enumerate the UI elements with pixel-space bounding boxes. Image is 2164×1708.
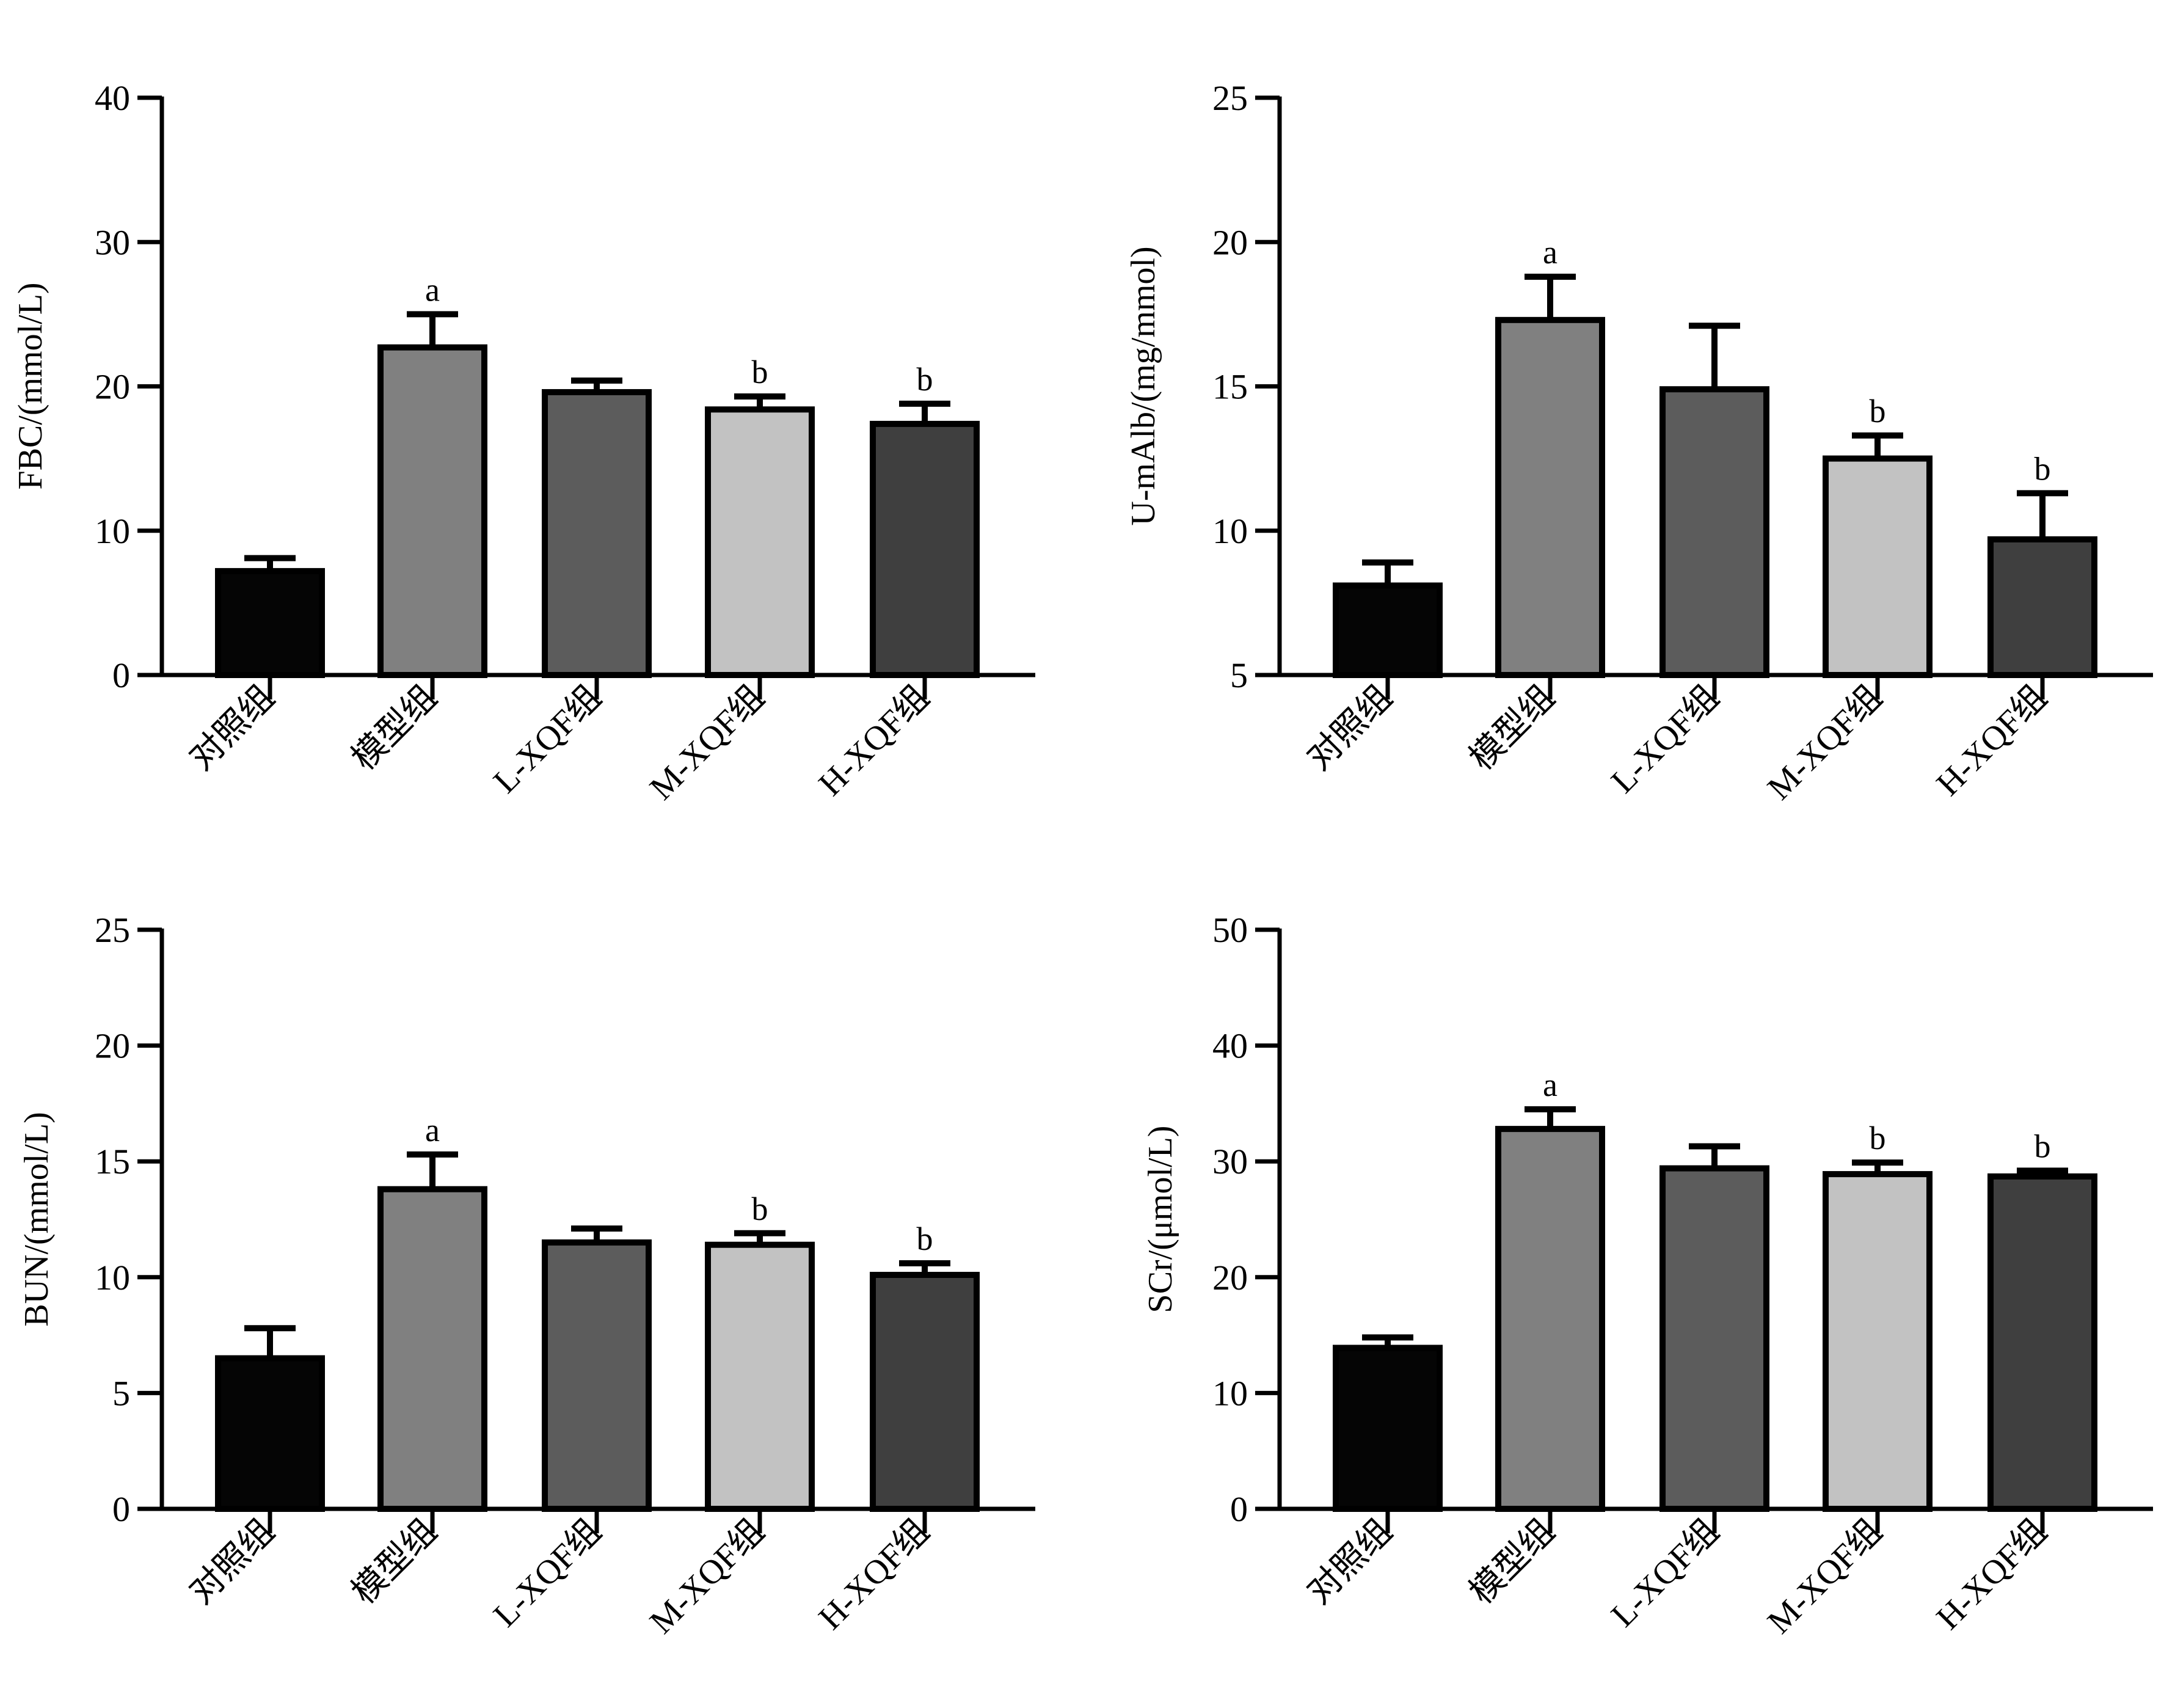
bar xyxy=(542,1239,652,1513)
significance-label: a xyxy=(425,271,440,308)
bar xyxy=(870,420,980,678)
category-label: 对照组 xyxy=(1300,1512,1400,1611)
bar xyxy=(1495,316,1605,678)
panel-scr: 0 10 20 30 40 50 SCr/(μmol/L) 对照组 a 模型组 L-XQF组 b M-X… xyxy=(1142,910,2153,1641)
significance-label: b xyxy=(1870,1120,1886,1156)
category-label: L-XQF组 xyxy=(486,678,608,800)
category-label: H-XQF组 xyxy=(1929,678,2054,803)
category-label: M-XQF组 xyxy=(1760,678,1889,807)
y-tick-label: 5 xyxy=(1230,655,1248,695)
y-axis-title: BUN/(mmol/L) xyxy=(18,1112,56,1327)
panel-fbc: 0 10 20 30 40 FBC/(mmol/L) 对照组 a 模型组 L-XQF组 b M-XQF… xyxy=(12,78,1035,807)
bar xyxy=(215,1355,325,1513)
bar xyxy=(377,344,487,678)
panel-u-malb: 5 10 15 20 25 U-mAlb/(mg/mmol) 对照组 a 模型组 L-XQF组 b M… xyxy=(1124,78,2153,807)
y-tick-label: 20 xyxy=(1212,1258,1248,1297)
y-tick-label: 0 xyxy=(112,655,130,695)
significance-label: b xyxy=(2035,1128,2051,1164)
bar xyxy=(215,568,325,679)
y-tick-label: 10 xyxy=(1212,1373,1248,1413)
bar xyxy=(1495,1126,1605,1513)
category-label: 模型组 xyxy=(1463,678,1562,778)
y-axis-title: FBC/(mmol/L) xyxy=(12,282,49,489)
y-tick-label: 30 xyxy=(95,222,130,262)
bar xyxy=(1659,1165,1769,1513)
y-tick-label: 5 xyxy=(112,1373,130,1413)
category-label: M-XQF组 xyxy=(643,678,771,807)
bar xyxy=(1987,536,2097,678)
y-tick-label: 20 xyxy=(95,367,130,407)
bar xyxy=(1823,1171,1933,1512)
category-label: 模型组 xyxy=(345,1512,445,1611)
significance-label: b xyxy=(917,361,933,398)
y-tick-label: 0 xyxy=(112,1489,130,1529)
significance-label: a xyxy=(1543,1067,1557,1103)
bar xyxy=(1333,582,1443,679)
y-tick-label: 40 xyxy=(95,78,130,118)
bar xyxy=(1823,455,1933,678)
y-tick-label: 20 xyxy=(95,1026,130,1066)
bar xyxy=(542,389,652,678)
category-label: 对照组 xyxy=(183,1512,282,1611)
category-label: H-XQF组 xyxy=(812,678,936,803)
bar xyxy=(705,406,815,678)
y-tick-label: 30 xyxy=(1212,1142,1248,1181)
significance-label: b xyxy=(2035,450,2051,487)
bar xyxy=(1333,1345,1443,1513)
y-tick-label: 15 xyxy=(1212,367,1248,407)
category-label: H-XQF组 xyxy=(1929,1512,2054,1637)
category-label: L-XQF组 xyxy=(486,1512,608,1634)
bar xyxy=(705,1241,815,1513)
y-tick-label: 50 xyxy=(1212,910,1248,950)
y-axis-title: U-mAlb/(mg/mmol) xyxy=(1124,246,1162,525)
significance-label: b xyxy=(752,1191,768,1227)
y-tick-label: 20 xyxy=(1212,222,1248,262)
y-tick-label: 10 xyxy=(95,511,130,551)
bar xyxy=(377,1186,487,1512)
category-label: H-XQF组 xyxy=(812,1512,936,1637)
category-label: 对照组 xyxy=(183,678,282,778)
category-label: 对照组 xyxy=(1300,678,1400,778)
significance-label: b xyxy=(752,354,768,390)
significance-label: a xyxy=(425,1112,440,1148)
y-tick-label: 25 xyxy=(1212,78,1248,118)
y-tick-label: 0 xyxy=(1230,1489,1248,1529)
category-label: L-XQF组 xyxy=(1604,1512,1726,1634)
category-label: M-XQF组 xyxy=(643,1512,771,1641)
category-label: M-XQF组 xyxy=(1760,1512,1889,1641)
category-label: 模型组 xyxy=(1463,1512,1562,1611)
y-tick-label: 25 xyxy=(95,910,130,950)
y-tick-label: 10 xyxy=(1212,511,1248,551)
bar xyxy=(870,1272,980,1513)
significance-label: b xyxy=(917,1221,933,1257)
bar xyxy=(1987,1173,2097,1512)
y-tick-label: 10 xyxy=(95,1258,130,1297)
bar xyxy=(1659,386,1769,678)
y-tick-label: 15 xyxy=(95,1142,130,1181)
y-tick-label: 40 xyxy=(1212,1026,1248,1066)
category-label: L-XQF组 xyxy=(1604,678,1726,800)
significance-label: b xyxy=(1870,393,1886,429)
y-axis-title: SCr/(μmol/L) xyxy=(1142,1126,1179,1313)
significance-label: a xyxy=(1543,234,1557,271)
category-label: 模型组 xyxy=(345,678,445,778)
panel-bun: 0 5 10 15 20 25 BUN/(mmol/L) 对照组 a 模型组 L-XQF组 b M-XQ… xyxy=(18,910,1035,1641)
